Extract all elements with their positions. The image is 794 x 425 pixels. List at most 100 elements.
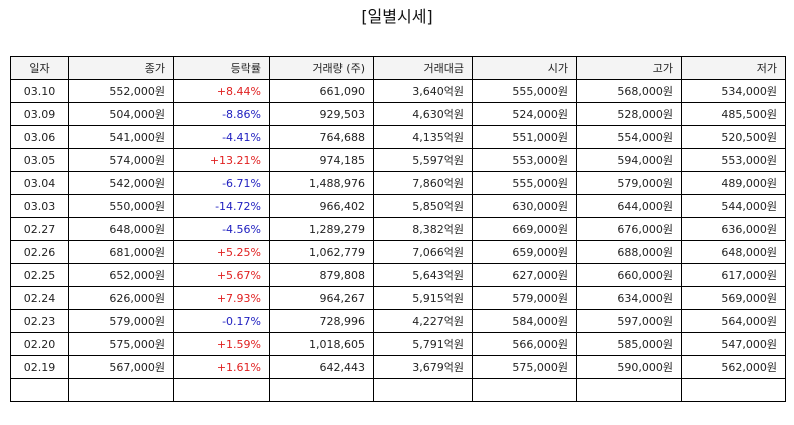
table-header-row: 일자 종가 등락률 거래량 (주) 거래대금 시가 고가 저가 [10,56,786,80]
cell-date: 02.19 [10,355,69,379]
cell-low: 569,000원 [681,286,786,310]
table-row: 02.23 579,000원 -0.17% 728,996 4,227억원 584,000… [10,309,786,333]
cell-open: 555,000원 [472,79,577,103]
cell-amount: 5,791억원 [373,332,473,356]
empty-cell [472,378,577,402]
cell-high: 554,000원 [576,125,682,149]
cell-high: 528,000원 [576,102,682,126]
empty-cell [173,378,270,402]
cell-open: 669,000원 [472,217,577,241]
cell-close: 626,000원 [68,286,174,310]
cell-change: -8.86% [173,102,270,126]
cell-date: 03.09 [10,102,69,126]
cell-amount: 7,860억원 [373,171,473,195]
cell-open: 553,000원 [472,148,577,172]
cell-volume: 966,402 [269,194,374,218]
empty-cell [681,378,786,402]
empty-cell [269,378,374,402]
cell-close: 550,000원 [68,194,174,218]
cell-high: 688,000원 [576,240,682,264]
empty-cell [373,378,473,402]
table-row: 03.03 550,000원 -14.72% 966,402 5,850억원 630,00… [10,194,786,218]
cell-change: +5.25% [173,240,270,264]
cell-change: +13.21% [173,148,270,172]
cell-close: 575,000원 [68,332,174,356]
cell-volume: 974,185 [269,148,374,172]
cell-amount: 3,679억원 [373,355,473,379]
header-amount: 거래대금 [373,56,473,80]
cell-open: 555,000원 [472,171,577,195]
cell-open: 630,000원 [472,194,577,218]
cell-date: 03.10 [10,79,69,103]
cell-low: 544,000원 [681,194,786,218]
cell-low: 534,000원 [681,79,786,103]
cell-high: 594,000원 [576,148,682,172]
cell-date: 03.06 [10,125,69,149]
cell-amount: 5,850억원 [373,194,473,218]
cell-amount: 8,382억원 [373,217,473,241]
cell-change: +1.59% [173,332,270,356]
table-row: 03.06 541,000원 -4.41% 764,688 4,135억원 551,000… [10,125,786,149]
cell-close: 541,000원 [68,125,174,149]
cell-change: +8.44% [173,79,270,103]
header-low: 저가 [681,56,786,80]
cell-amount: 7,066억원 [373,240,473,264]
empty-cell [10,378,69,402]
cell-amount: 3,640억원 [373,79,473,103]
cell-close: 652,000원 [68,263,174,287]
cell-high: 579,000원 [576,171,682,195]
table-row: 02.27 648,000원 -4.56% 1,289,279 8,382억원 669,0… [10,217,786,241]
cell-amount: 5,915억원 [373,286,473,310]
cell-date: 03.03 [10,194,69,218]
table-row: 03.09 504,000원 -8.86% 929,503 4,630억원 524,000… [10,102,786,126]
cell-change: -4.56% [173,217,270,241]
cell-volume: 764,688 [269,125,374,149]
cell-close: 648,000원 [68,217,174,241]
cell-date: 02.20 [10,332,69,356]
cell-amount: 4,227억원 [373,309,473,333]
table-row: 02.24 626,000원 +7.93% 964,267 5,915억원 579,000… [10,286,786,310]
table-body: 03.10 552,000원 +8.44% 661,090 3,640억원 555,000… [10,79,786,402]
table-row: 02.26 681,000원 +5.25% 1,062,779 7,066억원 659,0… [10,240,786,264]
cell-amount: 5,643억원 [373,263,473,287]
cell-amount: 5,597억원 [373,148,473,172]
table-row: 03.04 542,000원 -6.71% 1,488,976 7,860억원 555,0… [10,171,786,195]
cell-close: 567,000원 [68,355,174,379]
cell-date: 02.23 [10,309,69,333]
table-row: 02.20 575,000원 +1.59% 1,018,605 5,791억원 566,0… [10,332,786,356]
cell-date: 03.05 [10,148,69,172]
header-volume: 거래량 (주) [269,56,374,80]
header-close: 종가 [68,56,174,80]
cell-volume: 1,018,605 [269,332,374,356]
cell-low: 636,000원 [681,217,786,241]
cell-high: 634,000원 [576,286,682,310]
cell-date: 02.24 [10,286,69,310]
cell-low: 564,000원 [681,309,786,333]
cell-open: 579,000원 [472,286,577,310]
cell-volume: 929,503 [269,102,374,126]
cell-high: 568,000원 [576,79,682,103]
header-high: 고가 [576,56,682,80]
cell-volume: 964,267 [269,286,374,310]
cell-open: 566,000원 [472,332,577,356]
cell-open: 575,000원 [472,355,577,379]
cell-close: 579,000원 [68,309,174,333]
cell-open: 627,000원 [472,263,577,287]
cell-low: 547,000원 [681,332,786,356]
cell-low: 617,000원 [681,263,786,287]
cell-volume: 642,443 [269,355,374,379]
cell-date: 02.25 [10,263,69,287]
table-row: 02.25 652,000원 +5.67% 879,808 5,643억원 627,000… [10,263,786,287]
table-row: 02.19 567,000원 +1.61% 642,443 3,679억원 575,000… [10,355,786,379]
cell-volume: 879,808 [269,263,374,287]
empty-cell [68,378,174,402]
cell-low: 562,000원 [681,355,786,379]
cell-change: +7.93% [173,286,270,310]
cell-change: -14.72% [173,194,270,218]
header-change: 등락률 [173,56,270,80]
cell-volume: 1,062,779 [269,240,374,264]
table-row: 03.10 552,000원 +8.44% 661,090 3,640억원 555,000… [10,79,786,103]
cell-date: 02.27 [10,217,69,241]
empty-row [10,378,786,402]
daily-price-table: 일자 종가 등락률 거래량 (주) 거래대금 시가 고가 저가 03.10 552… [10,56,786,402]
